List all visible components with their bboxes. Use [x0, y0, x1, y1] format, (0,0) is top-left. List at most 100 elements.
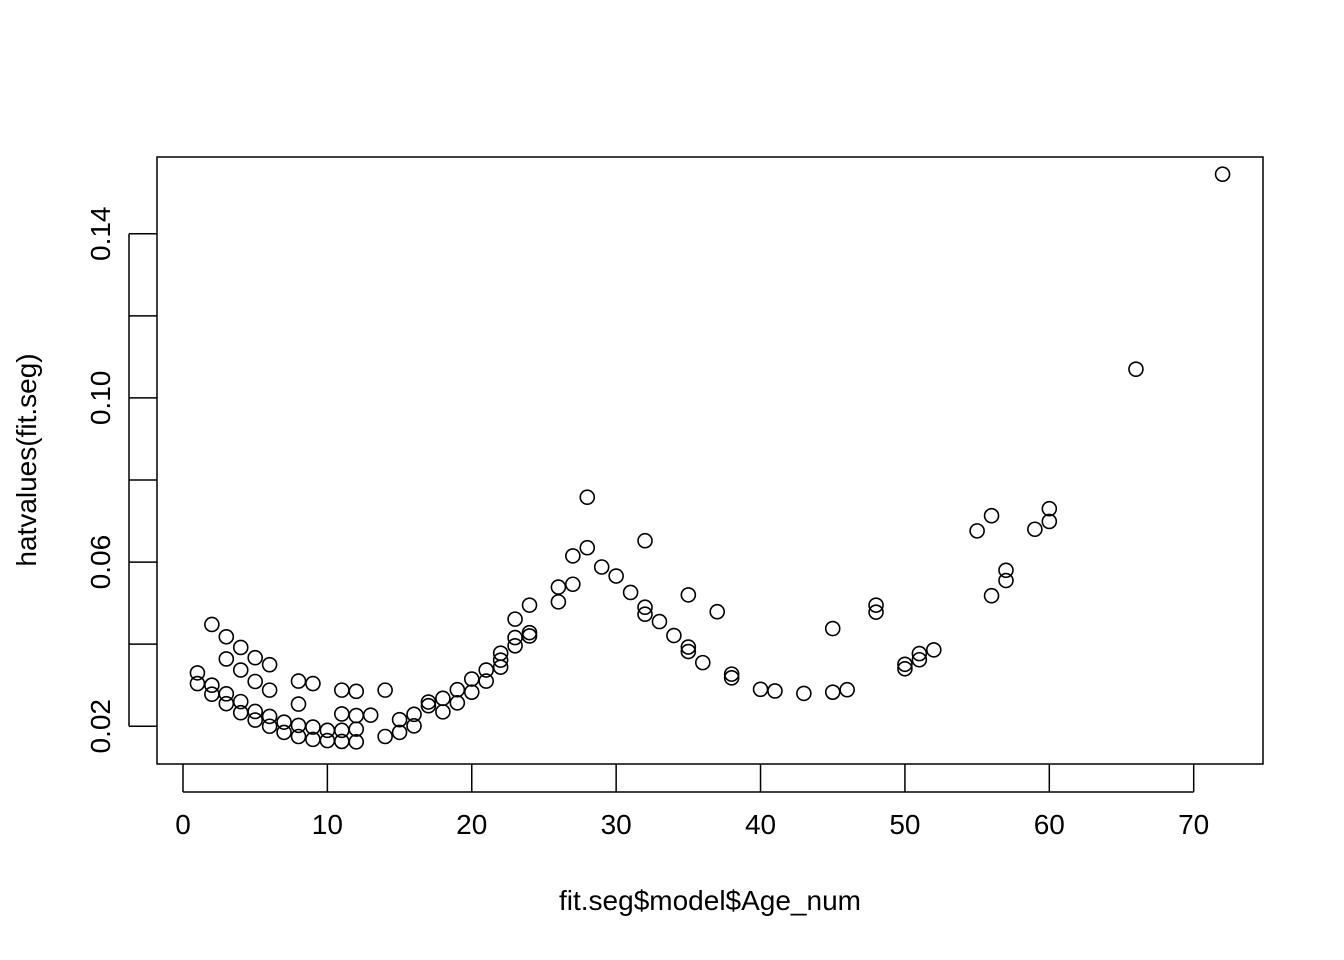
data-points: [189, 166, 1231, 750]
data-point: [983, 507, 1000, 524]
data-point: [897, 660, 913, 677]
data-point: [218, 651, 235, 667]
data-point: [435, 704, 451, 720]
data-point: [406, 718, 422, 734]
data-point: [334, 682, 350, 698]
data-point: [680, 587, 697, 603]
data-point: [969, 523, 985, 539]
x-tick-label: 20: [456, 809, 487, 840]
data-point: [868, 597, 884, 613]
data-point: [334, 722, 350, 739]
x-axis: 0 10 20 30 40 50 60 70: [175, 764, 1209, 840]
data-point: [449, 681, 466, 698]
data-point: [1214, 166, 1231, 183]
data-point: [334, 706, 350, 722]
data-point: [579, 539, 596, 556]
data-point: [189, 675, 206, 692]
data-point: [637, 599, 653, 616]
data-point: [348, 734, 365, 750]
x-axis-title: fit.seg$model$Age_num: [559, 885, 861, 916]
x-tick-label: 50: [889, 809, 920, 840]
data-point: [261, 682, 278, 698]
data-point: [767, 683, 783, 699]
data-point: [824, 684, 841, 700]
x-tick-label: 60: [1034, 809, 1065, 840]
data-point: [463, 684, 480, 700]
data-point: [232, 639, 249, 656]
data-point: [507, 638, 523, 654]
data-point: [680, 643, 697, 660]
data-point: [276, 724, 292, 741]
data-point: [189, 665, 206, 681]
data-point: [218, 628, 235, 645]
data-point: [723, 670, 740, 686]
data-point: [911, 651, 928, 668]
data-point: [319, 732, 336, 749]
data-point: [998, 562, 1014, 579]
data-point: [1041, 500, 1058, 517]
data-point: [435, 690, 451, 707]
data-point: [666, 627, 682, 644]
data-point: [348, 707, 365, 724]
data-point: [305, 719, 321, 735]
plot-frame: [156, 156, 1264, 765]
data-point: [362, 707, 379, 723]
data-point: [406, 706, 422, 723]
data-point: [651, 613, 668, 630]
data-point: [637, 532, 653, 549]
x-tick-label: 40: [745, 809, 776, 840]
data-point: [911, 645, 928, 662]
data-point: [261, 718, 278, 735]
data-point: [492, 659, 509, 675]
data-point: [579, 489, 596, 506]
data-point: [261, 656, 278, 673]
data-point: [492, 652, 509, 668]
data-point: [232, 662, 249, 678]
data-point: [204, 677, 220, 694]
data-point: [218, 695, 235, 712]
data-point: [377, 682, 393, 698]
data-point: [507, 629, 523, 646]
x-tick-label: 70: [1178, 809, 1209, 840]
y-axis: 0.02 0.06 0.10 0.14: [85, 206, 157, 753]
data-point: [983, 587, 1000, 604]
data-point: [521, 628, 538, 644]
data-point: [1128, 361, 1144, 377]
data-point: [290, 728, 307, 745]
data-point: [449, 695, 466, 711]
x-tick-label: 30: [601, 809, 632, 840]
data-point: [565, 548, 581, 564]
y-tick-label: 0.14: [85, 206, 116, 261]
y-axis-title: hatvalues(fit.seg): [11, 353, 42, 566]
data-point: [550, 579, 567, 595]
data-point: [839, 681, 855, 698]
x-tick-label: 10: [312, 809, 343, 840]
data-point: [897, 656, 913, 673]
data-point: [593, 559, 610, 575]
data-point: [391, 711, 408, 728]
data-point: [247, 673, 263, 690]
data-point: [232, 704, 249, 721]
data-point: [218, 686, 235, 702]
data-point: [420, 694, 437, 710]
data-point: [247, 703, 263, 720]
data-point: [290, 673, 307, 689]
data-point: [796, 685, 812, 702]
data-point: [998, 572, 1014, 589]
data-point: [925, 642, 942, 658]
data-point: [290, 696, 307, 712]
data-point: [463, 671, 480, 687]
data-point: [334, 733, 350, 750]
data-point: [348, 683, 365, 700]
data-point: [1041, 513, 1058, 530]
data-point: [637, 606, 653, 622]
data-point: [622, 584, 639, 601]
y-tick-label: 0.06: [85, 535, 116, 590]
data-point: [377, 728, 393, 745]
data-point: [709, 603, 726, 620]
data-point: [276, 714, 292, 730]
data-point: [521, 597, 538, 613]
data-point: [824, 620, 841, 637]
data-point: [204, 686, 220, 703]
